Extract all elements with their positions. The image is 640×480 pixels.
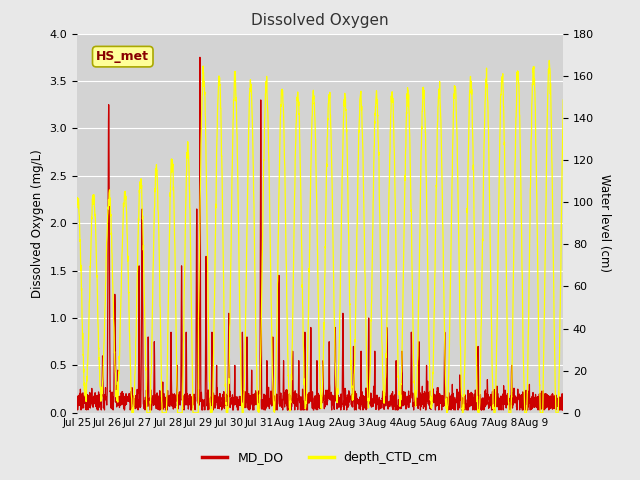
- Title: Dissolved Oxygen: Dissolved Oxygen: [251, 13, 389, 28]
- Text: HS_met: HS_met: [96, 50, 149, 63]
- Y-axis label: Dissolved Oxygen (mg/L): Dissolved Oxygen (mg/L): [31, 149, 44, 298]
- Y-axis label: Water level (cm): Water level (cm): [598, 174, 611, 272]
- Legend: MD_DO, depth_CTD_cm: MD_DO, depth_CTD_cm: [197, 446, 443, 469]
